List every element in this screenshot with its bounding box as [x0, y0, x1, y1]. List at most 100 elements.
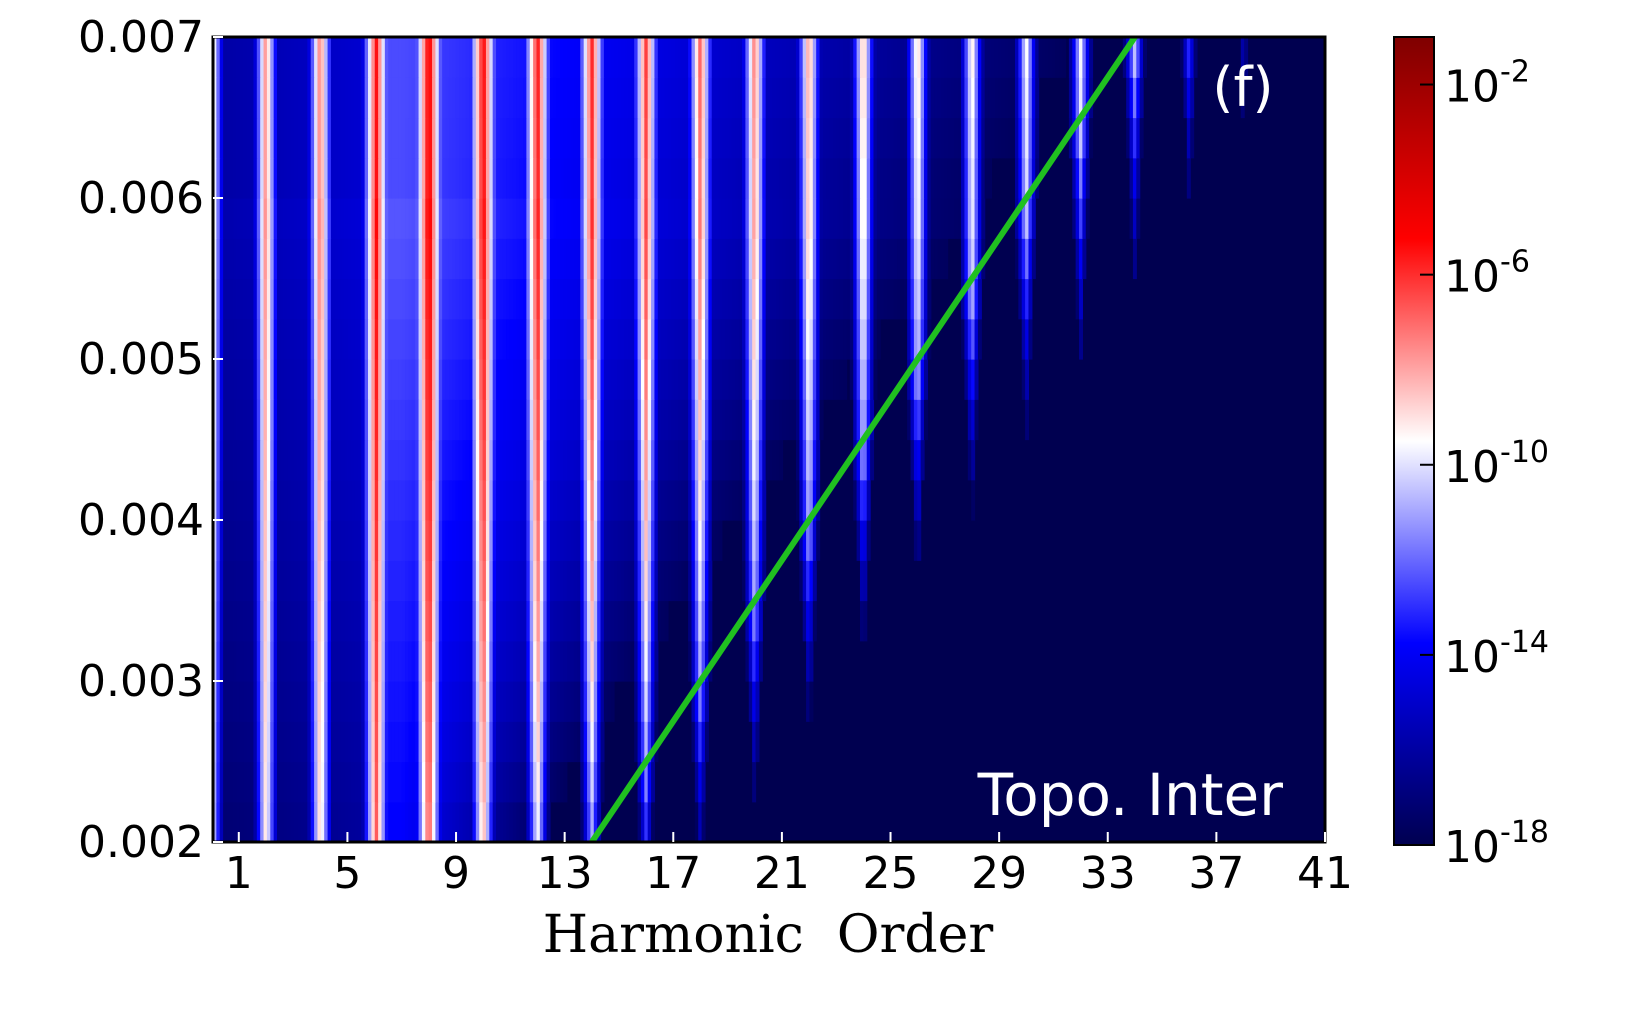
heatmap-cell [576, 238, 581, 280]
heatmap-cell [802, 600, 807, 642]
heatmap-cell [782, 77, 787, 119]
heatmap-cell [745, 318, 750, 360]
heatmap-cell [277, 479, 281, 521]
heatmap-cell [253, 761, 258, 803]
heatmap-cell [492, 318, 497, 360]
heatmap-cell [462, 37, 467, 78]
heatmap-cell [587, 439, 592, 481]
heatmap-cell [597, 560, 602, 602]
heatmap-cell [920, 238, 925, 280]
heatmap-cell [893, 37, 898, 78]
heatmap-cell [927, 278, 932, 320]
heatmap-cell [661, 157, 666, 199]
heatmap-cell [256, 399, 261, 441]
heatmap-cell [394, 278, 399, 320]
heatmap-cell [506, 600, 511, 642]
heatmap-cell [883, 157, 888, 199]
heatmap-cell [920, 318, 925, 360]
heatmap-cell [664, 198, 669, 239]
heatmap-cell [442, 560, 447, 602]
heatmap-cell [253, 479, 258, 521]
heatmap-cell [694, 278, 699, 320]
heatmap-cell [721, 117, 726, 159]
heatmap-cell [442, 479, 447, 521]
heatmap-cell [280, 37, 285, 78]
heatmap-cell [479, 198, 484, 239]
heatmap-cell [445, 761, 450, 803]
heatmap-cell [378, 600, 383, 642]
heatmap-cell [738, 37, 743, 78]
heatmap-cell [647, 399, 652, 441]
heatmap-cell [1021, 77, 1026, 119]
heatmap-cell [536, 520, 541, 561]
heatmap-cell [509, 439, 514, 481]
heatmap-cell [310, 37, 315, 78]
heatmap-cell [428, 278, 433, 320]
heatmap-cell [678, 520, 682, 561]
heatmap-cell [260, 560, 265, 602]
heatmap-cell [337, 479, 342, 521]
heatmap-cell [664, 278, 669, 320]
heatmap-cell [684, 560, 689, 602]
heatmap-cell [485, 359, 490, 400]
heatmap-cell [967, 117, 972, 159]
heatmap-cell [499, 520, 504, 561]
heatmap-cell [560, 77, 565, 119]
heatmap-cell [233, 479, 238, 521]
heatmap-cell [910, 157, 915, 199]
heatmap-cell [755, 600, 760, 642]
heatmap-cell [556, 359, 561, 400]
heatmap-cell [1001, 117, 1006, 159]
heatmap-cell [630, 520, 635, 561]
heatmap-cell [526, 479, 531, 521]
heatmap-cell [482, 278, 487, 320]
heatmap-cell [213, 439, 217, 481]
heatmap-cell [324, 640, 329, 682]
heatmap-cell [216, 520, 221, 561]
heatmap-cell [1132, 198, 1137, 239]
heatmap-cell [401, 439, 406, 481]
heatmap-cell [287, 157, 292, 199]
heatmap-cell [640, 198, 645, 239]
heatmap-cell [438, 238, 443, 280]
heatmap-cell [657, 318, 662, 360]
heatmap-cell [977, 117, 982, 159]
heatmap-cell [432, 238, 436, 280]
heatmap-cell [469, 640, 474, 682]
heatmap-cell [465, 681, 470, 722]
heatmap-cell [553, 681, 558, 722]
heatmap-cell [303, 479, 308, 521]
heatmap-cell [432, 157, 436, 199]
heatmap-cell [283, 117, 288, 159]
heatmap-cell [347, 681, 352, 722]
heatmap-cell [691, 318, 696, 360]
heatmap-cell [283, 278, 288, 320]
heatmap-cell [600, 37, 605, 78]
heatmap-cell [260, 198, 265, 239]
heatmap-cell [438, 681, 443, 722]
heatmap-cell [613, 198, 618, 239]
heatmap-cell [273, 318, 278, 360]
heatmap-cell [725, 359, 730, 400]
heatmap-cell [219, 479, 224, 521]
heatmap-cell [620, 318, 625, 360]
heatmap-cell [819, 77, 824, 119]
heatmap-cell [246, 479, 251, 521]
heatmap-cell [597, 399, 602, 441]
heatmap-cell [600, 439, 605, 481]
heatmap-cell [762, 37, 767, 78]
heatmap-cell [432, 479, 436, 521]
heatmap-cell [351, 681, 356, 722]
heatmap-cell [556, 681, 561, 722]
heatmap-cell [303, 37, 308, 78]
heatmap-cell [492, 520, 497, 561]
heatmap-cell [462, 77, 467, 119]
heatmap-cell [472, 37, 477, 78]
heatmap-cell [880, 37, 885, 78]
heatmap-cell [624, 238, 629, 280]
heatmap-cell [337, 198, 342, 239]
heatmap-cell [401, 640, 406, 682]
heatmap-cell [725, 238, 730, 280]
heatmap-cell [425, 278, 430, 320]
heatmap-cell [600, 640, 605, 682]
